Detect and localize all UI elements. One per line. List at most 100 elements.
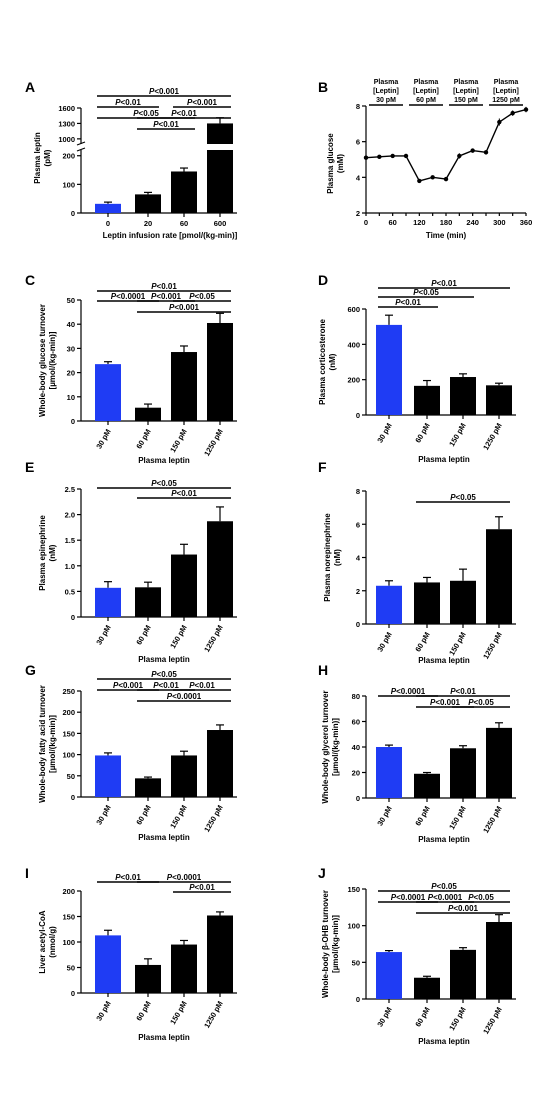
y-tick-label: 0 [71, 417, 75, 426]
x-tick-label: 60 pM [413, 805, 431, 828]
significance-label: P<0.01 [189, 883, 215, 892]
significance-label: P<0.0001 [391, 687, 426, 696]
sig-value: <0.05 [456, 493, 477, 502]
y-axis-unit: (nM) [328, 353, 337, 370]
bar-upper-segment [207, 123, 233, 144]
sig-p: P [153, 681, 159, 690]
sig-p: P [169, 303, 175, 312]
x-tick-label: 150 pM [447, 805, 468, 832]
y-tick-label: 1000 [58, 135, 75, 144]
data-point [403, 153, 409, 159]
y-axis-unit: [µmol/(kg-min)] [48, 715, 57, 773]
sig-p: P [431, 882, 437, 891]
x-axis-title: Leptin infusion rate [pmol/(kg-min)] [103, 231, 238, 240]
y-tick-label: 200 [347, 376, 360, 385]
bar [207, 322, 233, 421]
sig-value: <0.01 [195, 681, 216, 690]
sig-p: P [151, 292, 157, 301]
panel-g: G 0 50 100 150 200 250 30 pM 60 pM 150 pM 1250 pM P… [25, 662, 237, 842]
x-tick-label: 120 [413, 218, 426, 227]
y-tick-label: 150 [62, 913, 75, 922]
y-tick-label: 1600 [58, 104, 75, 113]
sig-value: <0.01 [401, 298, 422, 307]
x-tick-label: 240 [466, 218, 479, 227]
x-tick-label: 60 [180, 219, 188, 228]
bar [450, 748, 476, 798]
sig-value: <0.01 [177, 109, 198, 118]
bar [450, 377, 476, 415]
bar [414, 773, 440, 798]
sig-p: P [151, 282, 157, 291]
phase-label: [Leptin] [493, 88, 519, 95]
x-tick-label: 0 [106, 219, 110, 228]
bar [376, 585, 402, 624]
sig-value: <0.01 [456, 687, 477, 696]
significance-label: P<0.05 [133, 109, 159, 118]
x-axis-title: Plasma leptin [418, 1037, 470, 1046]
y-tick-label: 80 [352, 692, 360, 701]
sig-value: <0.01 [195, 883, 216, 892]
phase-label: Plasma [454, 79, 479, 86]
y-axis-unit: [µmol/(kg-min)] [331, 915, 340, 973]
bar [95, 755, 121, 797]
data-point [390, 153, 395, 159]
bar [171, 171, 197, 213]
x-tick-label: 30 pM [375, 631, 393, 654]
panel-letter: C [25, 272, 35, 288]
bar [414, 582, 440, 624]
x-tick-label: 1250 pM [481, 805, 504, 835]
sig-value: <0.0001 [172, 873, 202, 882]
sig-value: <0.0001 [396, 893, 426, 902]
bar [486, 529, 512, 624]
sig-p: P [115, 873, 121, 882]
y-tick-label: 2 [356, 209, 360, 218]
bar [376, 952, 402, 999]
x-tick-label: 300 [493, 218, 506, 227]
sig-value: <0.0001 [116, 292, 146, 301]
significance-label: P<0.05 [151, 670, 177, 679]
y-axis-unit: [µmol/(kg-min)] [331, 718, 340, 776]
y-tick-label: 6 [356, 138, 360, 147]
series-line [405, 155, 447, 182]
y-axis-unit: (mM) [336, 154, 345, 173]
significance-label: P<0.01 [153, 120, 179, 129]
sig-value: <0.05 [437, 882, 458, 891]
x-tick-label: 60 [388, 218, 396, 227]
sig-p: P [189, 681, 195, 690]
series-line [445, 149, 487, 180]
x-axis-title: Time (min) [426, 231, 467, 240]
y-tick-label: 30 [67, 344, 75, 353]
y-tick-label: 40 [352, 743, 360, 752]
x-tick-label: 1250 pM [202, 804, 225, 834]
sig-p: P [171, 109, 177, 118]
x-tick-label: 20 [144, 219, 152, 228]
sig-p: P [448, 904, 454, 913]
bar [376, 324, 402, 415]
sig-p: P [153, 120, 159, 129]
x-tick-label: 150 pM [168, 804, 189, 831]
sig-p: P [151, 479, 157, 488]
x-axis-title: Plasma leptin [138, 1033, 190, 1042]
significance-label: P<0.01 [153, 681, 179, 690]
sig-value: <0.001 [118, 681, 143, 690]
bar [135, 587, 161, 617]
sig-p: P [111, 292, 117, 301]
sig-value: <0.0001 [433, 893, 463, 902]
x-tick-label: 60 pM [413, 1006, 431, 1029]
x-tick-label: 1250 pM [481, 1006, 504, 1036]
bar [135, 964, 161, 993]
axis-break-mark [76, 147, 86, 152]
sig-value: <0.001 [453, 904, 478, 913]
phase-label: [Leptin] [453, 88, 479, 95]
sig-p: P [431, 279, 437, 288]
panel-c: C 0 10 20 30 40 50 30 pM 60 pM 150 pM 1250 pM Plasm… [25, 272, 237, 465]
bar [376, 747, 402, 798]
bar [414, 977, 440, 999]
bar [450, 580, 476, 624]
y-axis-title: Whole-body glucose turnover [38, 304, 47, 417]
panel-letter: A [25, 79, 35, 95]
panel-letter: D [318, 272, 328, 288]
significance-label: P<0.05 [189, 292, 215, 301]
significance-label: P<0.05 [468, 698, 494, 707]
